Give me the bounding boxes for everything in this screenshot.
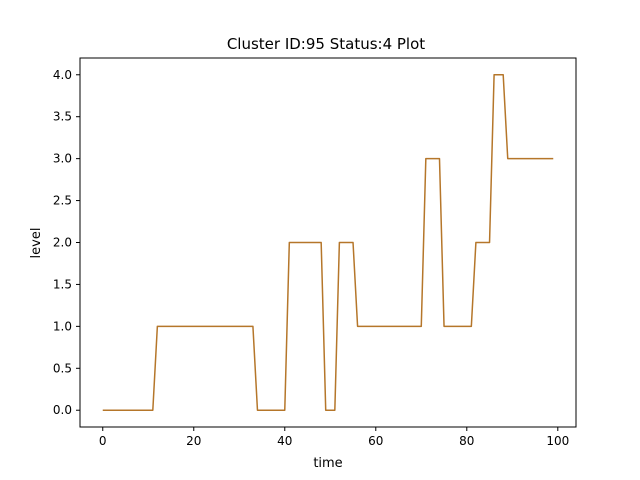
chart-title: Cluster ID:95 Status:4 Plot xyxy=(227,35,425,53)
y-axis-label: level xyxy=(29,228,44,259)
y-tick-label: 1.5 xyxy=(53,277,72,291)
x-axis-label: time xyxy=(313,456,342,471)
y-axis-ticks: 0.0 0.5 1.0 1.5 2.0 2.5 3.0 3.5 4.0 xyxy=(53,68,80,417)
x-tick-label: 80 xyxy=(459,434,474,448)
x-tick-label: 20 xyxy=(186,434,201,448)
plot-area xyxy=(102,74,554,411)
y-tick-label: 0.5 xyxy=(53,361,72,375)
y-tick-label: 3.5 xyxy=(53,110,72,124)
y-tick-label: 4.0 xyxy=(53,68,72,82)
y-tick-label: 2.0 xyxy=(53,236,72,250)
y-tick-label: 1.0 xyxy=(53,319,72,333)
series-line-0 xyxy=(102,74,554,411)
x-tick-label: 100 xyxy=(546,434,569,448)
x-tick-label: 0 xyxy=(99,434,107,448)
x-tick-label: 40 xyxy=(277,434,292,448)
y-tick-label: 2.5 xyxy=(53,194,72,208)
y-tick-label: 3.0 xyxy=(53,152,72,166)
x-axis-ticks: 0 20 40 60 80 100 xyxy=(99,427,569,448)
y-tick-label: 0.0 xyxy=(53,403,72,417)
x-tick-label: 60 xyxy=(368,434,383,448)
